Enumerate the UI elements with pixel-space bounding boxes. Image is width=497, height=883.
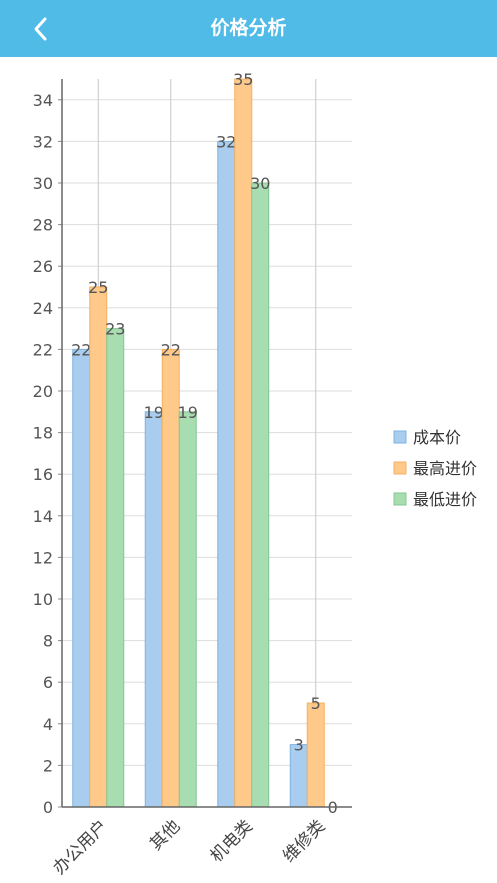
data-label: 35 xyxy=(233,70,253,89)
bar-chart: 0246810121416182022242628303234221932325… xyxy=(33,70,477,879)
legend-label: 最高进价 xyxy=(413,459,477,478)
x-category-label: 维修类 xyxy=(279,816,329,866)
y-tick-label: 22 xyxy=(33,340,53,359)
data-label: 22 xyxy=(71,340,91,359)
price-analysis-chart: 0 2 4 6 8 10 12 14 16 18 20 22 24 26 28 30 32 34 22 19 32 3 25… xyxy=(0,57,497,883)
bar xyxy=(144,411,163,808)
legend-label: 最低进价 xyxy=(413,490,477,509)
y-tick-label: 0 xyxy=(43,798,53,817)
y-tick-label: 32 xyxy=(33,132,53,151)
x-category-label: 机电类 xyxy=(207,816,257,866)
bar xyxy=(178,411,197,808)
y-tick-label: 24 xyxy=(33,299,53,318)
bar xyxy=(106,328,125,808)
y-tick-label: 34 xyxy=(33,91,53,110)
bar xyxy=(217,140,236,808)
data-label: 19 xyxy=(144,403,164,422)
y-tick-label: 4 xyxy=(43,715,53,734)
app-header: 价格分析 xyxy=(0,0,497,57)
data-label: 25 xyxy=(88,278,108,297)
bar xyxy=(72,348,91,808)
data-label: 3 xyxy=(294,736,304,755)
x-category-label: 其他 xyxy=(146,816,184,854)
y-tick-label: 28 xyxy=(33,216,53,235)
y-tick-label: 10 xyxy=(33,590,53,609)
y-tick-label: 16 xyxy=(33,465,53,484)
data-label: 22 xyxy=(161,340,181,359)
data-label: 19 xyxy=(178,403,198,422)
data-label: 23 xyxy=(105,320,125,339)
y-tick-label: 8 xyxy=(43,632,53,651)
y-tick-label: 2 xyxy=(43,756,53,775)
back-button[interactable] xyxy=(22,11,62,47)
page-title: 价格分析 xyxy=(210,17,287,39)
legend-swatch xyxy=(393,430,407,444)
chevron-left-icon xyxy=(34,17,47,41)
bar xyxy=(306,702,325,808)
data-label: 32 xyxy=(216,132,236,151)
data-label: 30 xyxy=(250,174,270,193)
y-tick-label: 20 xyxy=(33,382,53,401)
y-tick-label: 26 xyxy=(33,257,53,276)
y-tick-label: 18 xyxy=(33,424,53,443)
x-category-label: 办公用户 xyxy=(50,816,112,878)
bar xyxy=(89,286,108,808)
legend-label: 成本价 xyxy=(413,428,461,447)
data-label: 5 xyxy=(311,694,321,713)
y-tick-label: 12 xyxy=(33,548,53,567)
bar xyxy=(251,182,270,808)
legend-swatch xyxy=(393,492,407,506)
y-tick-label: 30 xyxy=(33,174,53,193)
y-tick-label: 6 xyxy=(43,673,53,692)
legend-swatch xyxy=(393,461,407,475)
y-tick-label: 14 xyxy=(33,507,53,526)
